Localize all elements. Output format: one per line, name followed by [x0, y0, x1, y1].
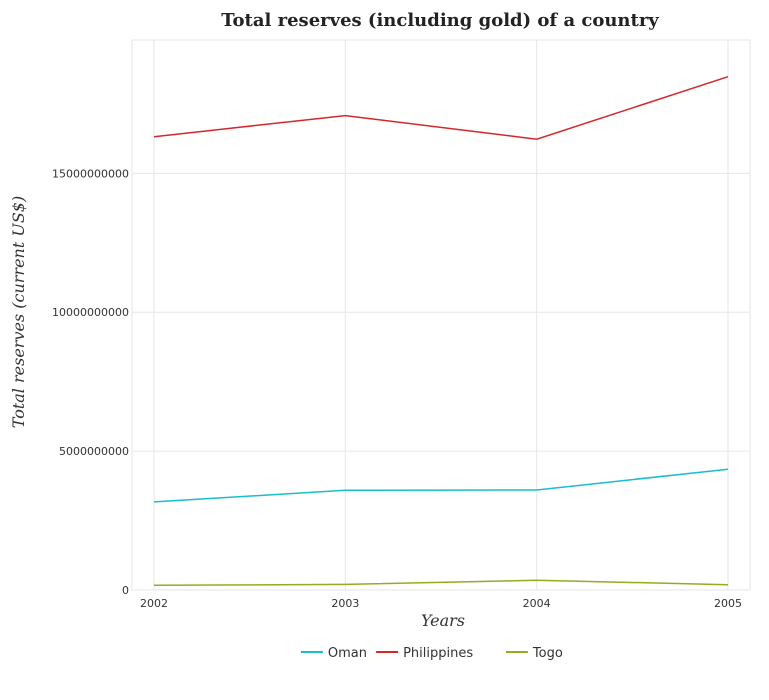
- legend: Oman Philippines Togo: [300, 646, 563, 661]
- series-line-oman: [153, 468, 729, 503]
- y-tick-label: 10000000000: [52, 306, 129, 319]
- legend-label-oman: Oman: [328, 646, 367, 661]
- axes: 2002 2003 2004 2005 0 5000000000 10000000000 15…: [52, 167, 742, 610]
- x-tick-label: 2005: [714, 597, 742, 610]
- y-axis-label: Total reserves (current US$): [9, 196, 28, 428]
- x-tick-label: 2004: [523, 597, 551, 610]
- y-tick-label: 0: [122, 584, 129, 597]
- plot-frame: [131, 39, 751, 591]
- legend-label-togo: Togo: [532, 646, 563, 661]
- x-tick-label: 2003: [331, 597, 359, 610]
- y-tick-label: 5000000000: [59, 445, 129, 458]
- legend-label-philippines: Philippines: [403, 646, 473, 661]
- chart-title: Total reserves (including gold) of a cou…: [221, 10, 659, 31]
- x-axis-label: Years: [421, 611, 465, 630]
- x-tick-label: 2002: [140, 597, 168, 610]
- y-tick-label: 15000000000: [52, 167, 129, 180]
- grid: [131, 39, 751, 591]
- series-lines: [153, 75, 729, 587]
- series-line-philippines: [153, 75, 729, 140]
- series-line-togo: [153, 579, 729, 587]
